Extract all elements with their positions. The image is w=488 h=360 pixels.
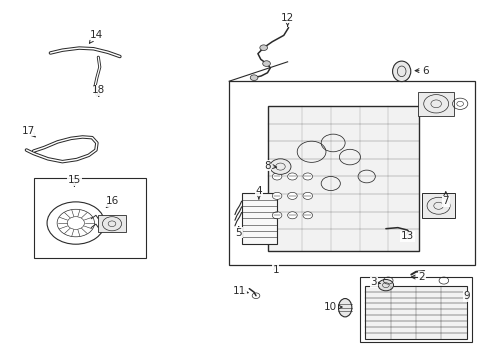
Text: 10: 10 xyxy=(324,302,342,312)
Circle shape xyxy=(287,173,297,180)
Circle shape xyxy=(303,212,312,219)
Circle shape xyxy=(287,212,297,219)
Circle shape xyxy=(259,45,267,50)
Circle shape xyxy=(303,192,312,199)
Text: 11: 11 xyxy=(233,286,248,296)
Bar xyxy=(359,277,471,342)
Bar xyxy=(267,106,419,251)
Text: 5: 5 xyxy=(235,227,242,238)
Text: 18: 18 xyxy=(92,85,105,96)
Ellipse shape xyxy=(338,298,351,317)
Bar xyxy=(98,215,125,232)
Text: 2: 2 xyxy=(410,272,424,282)
Bar xyxy=(421,193,454,218)
Bar xyxy=(229,81,473,265)
Text: 12: 12 xyxy=(281,13,294,26)
Text: 17: 17 xyxy=(22,126,36,137)
Text: 1: 1 xyxy=(272,265,278,275)
Text: 7: 7 xyxy=(442,192,448,206)
Circle shape xyxy=(262,61,270,66)
Circle shape xyxy=(269,159,290,174)
Text: 3: 3 xyxy=(370,277,380,287)
Text: 13: 13 xyxy=(400,231,413,242)
Circle shape xyxy=(272,212,281,219)
Text: 9: 9 xyxy=(463,292,469,301)
Text: 16: 16 xyxy=(106,196,119,207)
Circle shape xyxy=(272,173,281,180)
Ellipse shape xyxy=(392,61,410,82)
Bar xyxy=(241,193,277,243)
Text: 8: 8 xyxy=(264,161,276,171)
Circle shape xyxy=(250,75,257,81)
Circle shape xyxy=(287,192,297,199)
Text: 6: 6 xyxy=(414,66,428,76)
Circle shape xyxy=(377,279,393,291)
Bar xyxy=(417,92,453,117)
Text: 4: 4 xyxy=(255,186,262,199)
Circle shape xyxy=(303,173,312,180)
Bar xyxy=(34,178,146,258)
Circle shape xyxy=(272,192,281,199)
Text: 14: 14 xyxy=(89,30,102,43)
Text: 15: 15 xyxy=(68,175,81,186)
Bar xyxy=(365,286,466,339)
